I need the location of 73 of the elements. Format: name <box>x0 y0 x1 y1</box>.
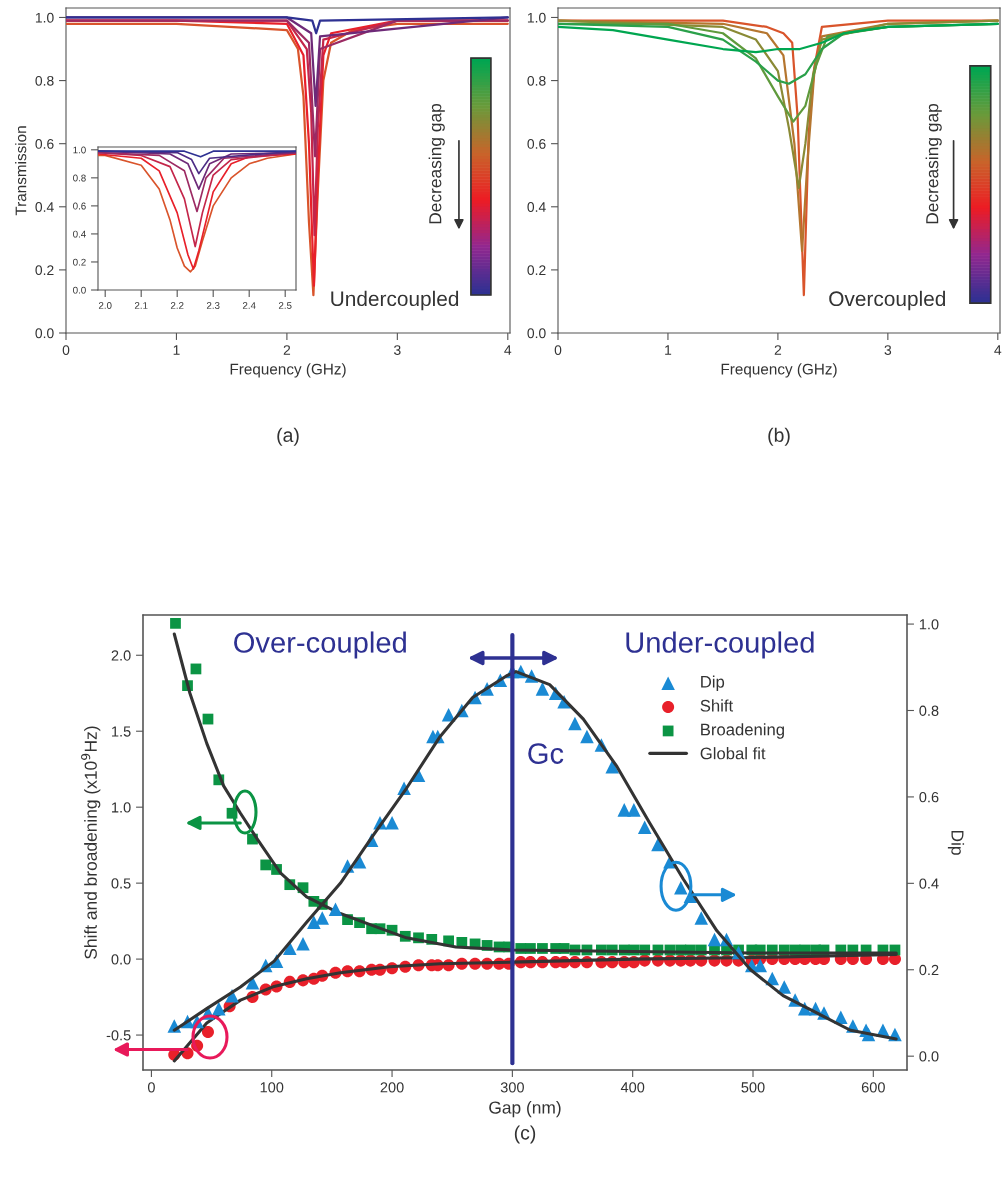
x-axis-title: Gap (nm) <box>489 1100 561 1118</box>
x-tick-label: 300 <box>500 1082 524 1093</box>
x-axis-title: Frequency (GHz) <box>721 363 837 378</box>
y2-tick-label: 0.2 <box>919 964 939 976</box>
y-tick-label: 0.8 <box>35 75 54 86</box>
legend-label: Broadening <box>701 723 784 739</box>
y-tick-label: 2.0 <box>111 650 131 661</box>
y-tick-label: 0.4 <box>527 202 546 212</box>
x-tick-label: 4 <box>994 345 1002 355</box>
x-tick-label: 4 <box>504 345 512 355</box>
y2-tick-label: 0.8 <box>919 705 939 716</box>
x-tick-label: 2.1 <box>134 302 148 309</box>
y-tick-label: 0.0 <box>111 954 131 965</box>
y-tick-label: 1.5 <box>112 726 131 737</box>
ref-line-label: Gc <box>528 743 564 764</box>
annotation: Decreasing gap <box>428 103 445 224</box>
y2-tick-label: 0.4 <box>919 878 939 889</box>
y-axis-title: Shift and broadening (x10$^{9}$Hz) <box>81 726 101 959</box>
x-axis-title: Frequency (GHz) <box>230 363 346 378</box>
y-tick-label: 0.2 <box>527 265 546 276</box>
y-tick-label: 0.6 <box>73 202 86 210</box>
y-tick-label: 1.0 <box>527 12 546 23</box>
y-tick-label: 1.0 <box>73 146 86 154</box>
legend-label: Dip <box>701 675 725 692</box>
y2-tick-label: 0.0 <box>919 1051 939 1062</box>
text: (b) <box>768 427 790 446</box>
y-tick-label: 0.4 <box>35 202 54 212</box>
x-tick-label: 100 <box>260 1082 284 1093</box>
y-tick-label: -0.5 <box>106 1030 131 1041</box>
x-tick-label: 3 <box>884 345 892 356</box>
x-tick-label: 2.3 <box>206 302 220 309</box>
x-tick-label: 1 <box>173 345 180 355</box>
y-axis-title: Transmission <box>15 126 27 216</box>
y-tick-label: 0.4 <box>73 230 86 238</box>
x-tick-label: 0 <box>554 345 562 356</box>
annotation: Decreasing gap <box>925 103 942 224</box>
text: (a) <box>277 427 299 446</box>
y2-axis-title: Dip <box>947 830 965 855</box>
x-tick-label: 2.0 <box>98 302 112 309</box>
x-tick-label: 2 <box>774 345 782 355</box>
y-tick-label: 0.0 <box>73 286 86 294</box>
x-tick-label: 0 <box>62 345 70 356</box>
x-tick-label: 2.5 <box>278 302 292 309</box>
annotation: Undercoupled <box>331 290 459 311</box>
legend-label: Shift <box>700 699 734 712</box>
y-tick-label: 0.2 <box>35 265 54 276</box>
y-tick-label: 1.0 <box>35 12 54 23</box>
text: (c) <box>514 1125 536 1144</box>
legend-label: Global fit <box>700 747 766 760</box>
y-tick-label: 0.6 <box>35 139 54 149</box>
y-tick-label: 0.2 <box>73 258 86 266</box>
y-tick-label: 0.8 <box>73 174 86 182</box>
y-tick-label: 0.0 <box>527 328 546 339</box>
x-tick-label: 200 <box>380 1082 404 1093</box>
y-tick-label: 0.6 <box>527 139 546 149</box>
y-tick-label: 1.0 <box>112 802 131 813</box>
x-tick-label: 0 <box>147 1082 155 1093</box>
x-tick-label: 400 <box>620 1082 645 1093</box>
x-tick-label: 2.2 <box>170 302 184 309</box>
x-tick-label: 3 <box>394 345 401 356</box>
x-tick-label: 600 <box>861 1082 885 1093</box>
annotation: Over-coupled <box>234 631 406 659</box>
annotation: Under-coupled <box>626 631 814 659</box>
y-tick-label: 0.5 <box>111 878 131 889</box>
y-tick-label: 0.8 <box>527 75 546 86</box>
y2-tick-label: 0.6 <box>919 792 939 803</box>
x-tick-label: 500 <box>741 1082 765 1093</box>
annotation: Overcoupled <box>829 290 946 311</box>
x-tick-label: 2.4 <box>242 302 256 309</box>
x-tick-label: 1 <box>665 345 672 355</box>
x-tick-label: 2 <box>283 345 291 355</box>
y-tick-label: 0.0 <box>35 328 54 339</box>
y2-tick-label: 1.0 <box>919 619 939 630</box>
